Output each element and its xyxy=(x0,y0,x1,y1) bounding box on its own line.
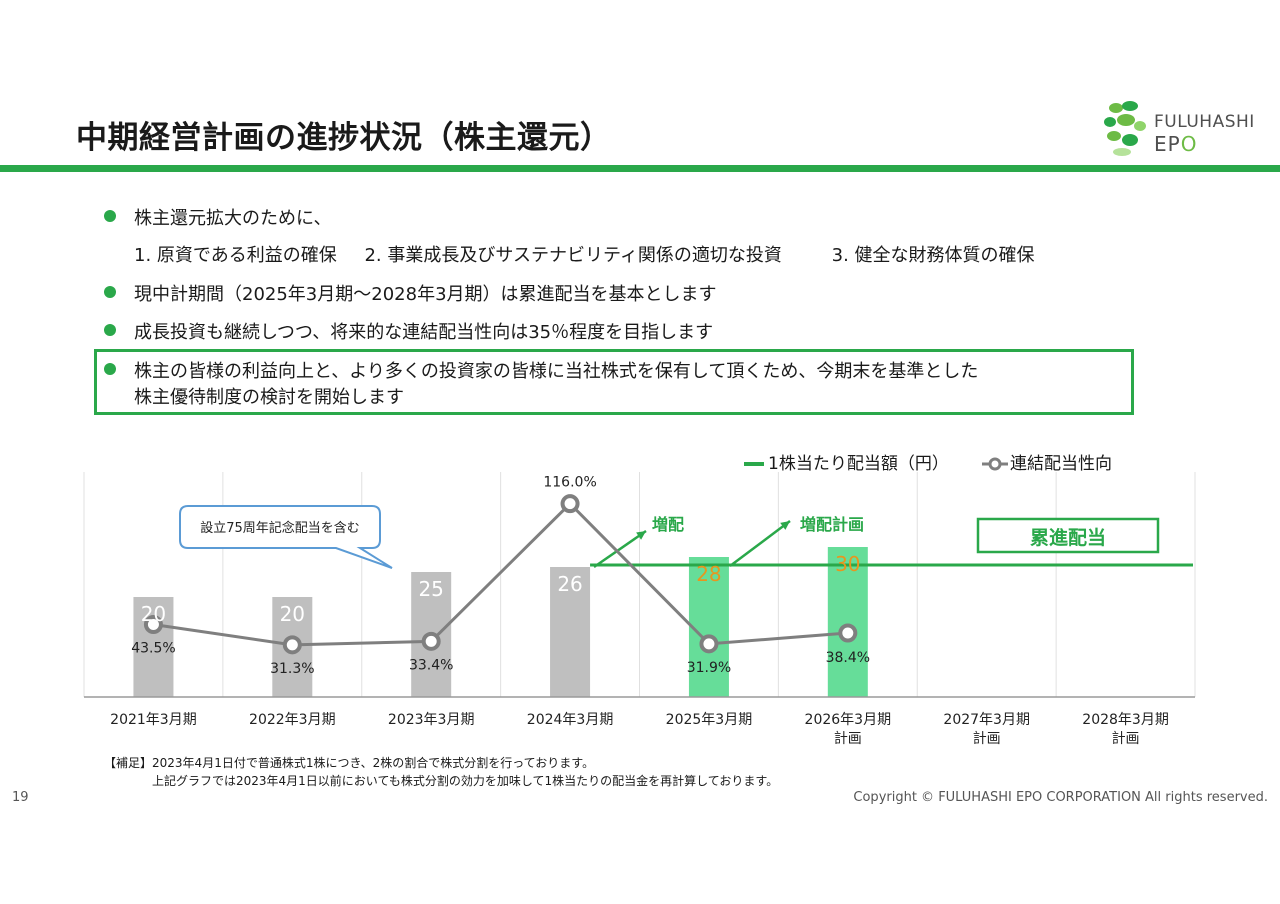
footnote-text: 上記グラフでは2023年4月1日以前においても株式分割の効力を加味して1株当たり… xyxy=(152,774,779,788)
legend-dividend: 1株当たり配当額（円） xyxy=(744,449,949,474)
title-rule xyxy=(0,165,1280,172)
increase-arrow xyxy=(593,529,647,569)
x-tick-label: 2025年3月期 xyxy=(666,712,753,728)
legend-label: 1株当たり配当額（円） xyxy=(768,454,949,474)
x-tick-label: 2024年3月期 xyxy=(527,712,614,728)
payout-ratio-marker xyxy=(699,634,719,654)
x-tick-label: 2026年3月期 xyxy=(805,712,892,728)
bullet-sub-items: 1. 原資である利益の確保 2. 事業成長及びサステナビリティ関係の適切な投資 … xyxy=(134,241,1057,267)
sub-item-1: 1. 原資である利益の確保 xyxy=(134,245,337,266)
legend-marker-icon xyxy=(982,457,1008,471)
payout-ratio-marker xyxy=(560,494,580,514)
x-tick-sublabel: 計画 xyxy=(834,731,862,747)
logo-text-line2: EPO xyxy=(1154,132,1197,156)
payout-ratio-marker xyxy=(282,635,302,655)
bar-value-label: 20 xyxy=(141,602,166,626)
payout-ratio-label: 116.0% xyxy=(543,475,596,491)
bullet-text: 現中計期間（2025年3月期～2028年3月期）は累進配当を基本とします xyxy=(134,284,717,305)
bar xyxy=(688,557,729,697)
bullet-text: 成長投資も継続しつつ、将来的な連結配当性向は35％程度を目指します xyxy=(134,322,714,343)
progressive-dividend-label: 累進配当 xyxy=(1030,526,1106,549)
footnote-line1: 【補足】2023年4月1日付で普通株式1株につき、2株の割合で株式分割を行ってお… xyxy=(104,754,778,771)
bar-value-label: 20 xyxy=(280,602,305,626)
legend-label: 連結配当性向 xyxy=(1010,454,1112,474)
bar xyxy=(550,567,591,697)
footnote-text: 2023年4月1日付で普通株式1株につき、2株の割合で株式分割を行っております。 xyxy=(152,756,595,770)
legend-line-icon xyxy=(744,462,764,466)
bar xyxy=(827,547,868,697)
progressive-dividend-box xyxy=(976,517,1160,554)
sub-item-3: 3. 健全な財務体質の確保 xyxy=(831,245,1035,266)
bar-value-label: 25 xyxy=(418,577,443,601)
payout-ratio-label: 43.5% xyxy=(131,641,175,657)
callout-text: 設立75周年記念配当を含む xyxy=(200,520,360,536)
bar-value-label: 30 xyxy=(835,552,860,576)
increase-plan-arrow xyxy=(729,520,791,567)
logo-mark-icon xyxy=(1104,101,1146,156)
payout-ratio-marker xyxy=(421,631,441,651)
increase-arrow-head xyxy=(636,531,646,540)
footnote-label: 【補足】 xyxy=(104,756,153,770)
legend-payout: 連結配当性向 xyxy=(982,449,1112,474)
payout-ratio-label: 31.3% xyxy=(270,661,314,677)
company-logo: FULUHASHI EPO xyxy=(1098,96,1268,160)
increase-plan-arrow-head xyxy=(780,521,790,530)
x-tick-label: 2021年3月期 xyxy=(110,712,197,728)
payout-ratio-line xyxy=(153,501,848,647)
payout-ratio-marker xyxy=(143,615,163,634)
bar xyxy=(133,597,174,697)
bullet-text: 株主還元拡大のために、 xyxy=(134,208,332,229)
payout-ratio-label: 33.4% xyxy=(409,657,453,673)
dividend-chart: 累進配当 増配 増配計画 設立75周年記念配当を含む 20 20 25 26 28 30 43.5… xyxy=(83,472,1196,747)
page-title: 中期経営計画の進捗状況（株主還元） xyxy=(76,120,612,156)
bullet-text: 株主優待制度の検討を開始します xyxy=(134,387,404,408)
x-tick-label: 2027年3月期 xyxy=(943,712,1030,728)
x-tick-label: 2022年3月期 xyxy=(249,712,336,728)
sub-item-2: 2. 事業成長及びサステナビリティ関係の適切な投資 xyxy=(364,245,782,266)
x-tick-sublabel: 計画 xyxy=(1112,731,1140,747)
logo-text-accent: O xyxy=(1180,132,1198,156)
bar-value-label: 26 xyxy=(557,572,582,596)
bullet-text: 株主の皆様の利益向上と、より多くの投資家の皆様に当社株式を保有して頂くため、今期… xyxy=(134,361,979,382)
bullet-dot-icon xyxy=(104,324,116,336)
x-tick-label: 2023年3月期 xyxy=(388,712,475,728)
callout-bubble xyxy=(179,505,393,569)
bar-value-label: 28 xyxy=(696,562,721,586)
increase-label: 増配 xyxy=(652,515,684,534)
payout-ratio-label: 31.9% xyxy=(687,660,731,676)
bullet-dot-icon xyxy=(104,210,116,222)
payout-ratio-marker xyxy=(838,623,858,643)
highlight-box xyxy=(94,349,1134,415)
logo-text-prefix: EP xyxy=(1154,132,1181,156)
footnote: 【補足】2023年4月1日付で普通株式1株につき、2株の割合で株式分割を行ってお… xyxy=(104,754,778,789)
bullet-dot-icon xyxy=(104,363,116,375)
copyright: Copyright © FULUHASHI EPO CORPORATION Al… xyxy=(853,790,1268,805)
payout-ratio-label: 38.4% xyxy=(826,650,870,666)
x-tick-label: 2028年3月期 xyxy=(1082,712,1169,728)
bullet-dot-icon xyxy=(104,286,116,298)
page-number: 19 xyxy=(12,790,29,805)
increase-plan-label: 増配計画 xyxy=(800,515,864,534)
x-tick-sublabel: 計画 xyxy=(973,731,1001,747)
logo-text-line1: FULUHASHI xyxy=(1154,112,1255,132)
